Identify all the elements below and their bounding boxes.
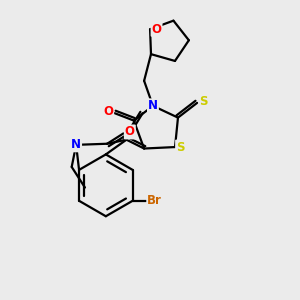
- Text: O: O: [103, 105, 113, 118]
- Text: N: N: [71, 138, 81, 151]
- Text: O: O: [152, 23, 161, 36]
- Text: N: N: [148, 99, 158, 112]
- Text: Br: Br: [147, 194, 162, 207]
- Text: S: S: [176, 141, 184, 154]
- Text: O: O: [125, 125, 135, 139]
- Text: S: S: [199, 95, 208, 108]
